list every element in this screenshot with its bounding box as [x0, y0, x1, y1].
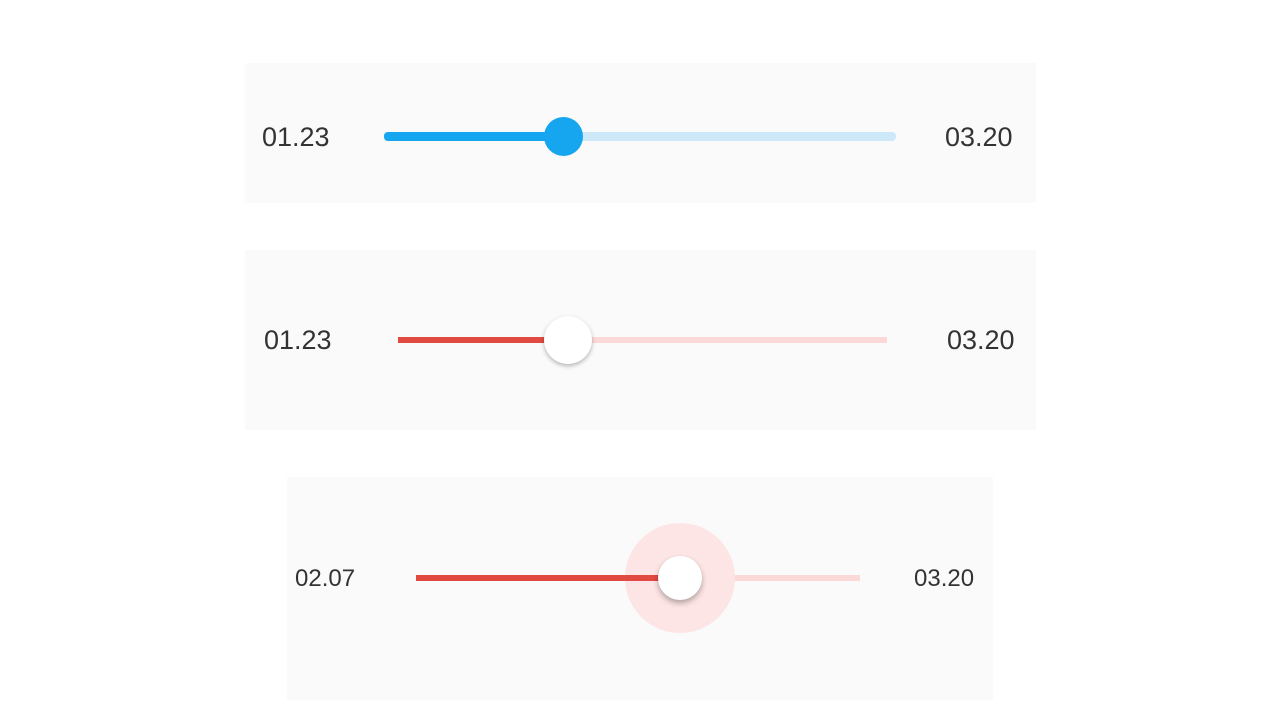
slider-3-thumb[interactable] [658, 556, 702, 600]
slider-card-2: 01.23 03.20 [245, 250, 1036, 430]
slider-1-start-label: 01.23 [262, 122, 330, 152]
slider-2-thumb[interactable] [544, 316, 592, 364]
slider-2-start-label: 01.23 [264, 325, 332, 355]
slider-card-3: 02.07 03.20 [287, 477, 993, 700]
slider-3-end-label: 03.20 [914, 565, 975, 592]
slider-1-track[interactable] [384, 132, 896, 141]
slider-2-track[interactable] [398, 337, 887, 343]
slider-card-1: 01.23 03.20 [245, 63, 1036, 203]
slider-2-end-label: 03.20 [947, 325, 1015, 355]
slider-1-thumb[interactable] [544, 117, 583, 156]
slider-3-start-label: 02.07 [295, 565, 356, 592]
slider-3-fill [416, 575, 680, 581]
slider-2-fill [398, 337, 569, 343]
slider-1-end-label: 03.20 [945, 122, 1013, 152]
slider-1-fill [384, 132, 564, 141]
